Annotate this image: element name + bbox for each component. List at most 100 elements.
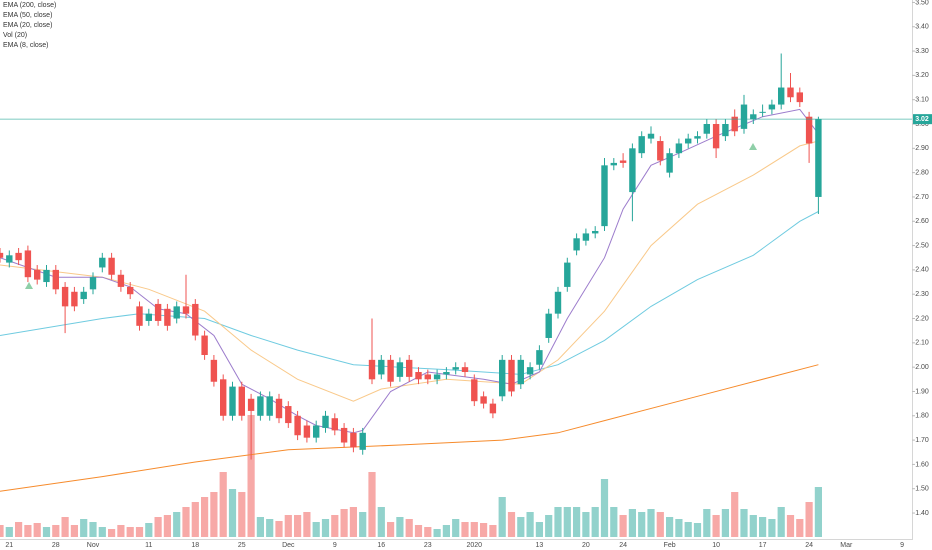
candle-body: [722, 124, 729, 137]
volume-bar: [712, 515, 720, 537]
volume-bar: [331, 515, 339, 537]
candle-body: [154, 303, 162, 321]
candle-body: [220, 379, 227, 416]
y-tick-label: 2.90: [915, 145, 929, 152]
candle-body: [778, 87, 785, 105]
x-tick-label: Feb: [664, 542, 676, 549]
volume-bar: [238, 492, 246, 537]
volume-bar: [340, 509, 348, 537]
volume-bar: [15, 522, 23, 537]
candle-body: [424, 374, 431, 380]
y-tick-label: 2.30: [915, 291, 929, 298]
candle-body: [266, 396, 273, 416]
y-tick-label: 2.50: [915, 242, 929, 249]
signal-marker: [749, 143, 757, 150]
candle-body: [294, 415, 301, 436]
y-tick-label: 1.60: [915, 461, 929, 468]
candle-body: [229, 386, 236, 416]
candle-body: [573, 238, 580, 251]
volume-bar: [563, 507, 571, 537]
volume-bar: [545, 515, 553, 537]
candle-body: [238, 386, 245, 416]
volume-bar: [191, 502, 199, 537]
volume-bar: [377, 507, 385, 537]
candle-body: [406, 359, 413, 377]
candle-body: [480, 396, 487, 404]
volume-bar: [321, 519, 330, 537]
candle-body: [536, 350, 543, 365]
candle-body: [275, 398, 283, 419]
volume-bar: [740, 509, 748, 537]
volume-bar: [647, 509, 655, 537]
volume-bar: [638, 512, 646, 537]
candle-body: [71, 291, 78, 307]
candle-body: [582, 233, 590, 241]
candle-body: [805, 116, 813, 144]
volume-bar: [591, 507, 599, 537]
candle-body: [517, 359, 524, 385]
x-tick-label: Dec: [282, 542, 295, 549]
candle-body: [443, 372, 450, 375]
volume-bar: [256, 517, 264, 537]
volume-bar: [703, 509, 711, 537]
legend-entry: Vol (20): [3, 32, 27, 39]
candle-body: [750, 114, 757, 120]
volume-bar: [312, 522, 320, 537]
volume-bar: [684, 522, 692, 537]
x-tick-label: 24: [805, 542, 813, 549]
candle-body: [601, 165, 608, 227]
ema-line: [0, 108, 819, 434]
volume-bar: [461, 522, 469, 537]
volume-bar: [814, 487, 822, 537]
legend-entry: EMA (8, close): [3, 42, 49, 49]
volume-bar: [284, 515, 292, 537]
volume-bar: [498, 497, 506, 537]
volume-bar: [163, 515, 171, 537]
candle-body: [508, 359, 515, 392]
y-tick-label: 2.40: [915, 267, 929, 274]
volume-bar: [731, 492, 739, 537]
volume-bar: [433, 529, 441, 537]
candle-body: [173, 306, 180, 319]
ema-line: [0, 364, 819, 492]
volume-bar: [126, 527, 134, 537]
volume-bar: [517, 517, 525, 537]
volume-bar: [210, 492, 218, 537]
y-tick-label: 1.80: [915, 413, 929, 420]
candle-body: [619, 160, 627, 163]
candle-body: [350, 432, 357, 448]
volume-bar: [387, 522, 395, 537]
x-tick-label: 24: [619, 542, 627, 549]
candle-body: [145, 313, 152, 321]
y-tick-label: 1.40: [915, 510, 929, 517]
y-tick-label: 3.40: [915, 24, 929, 31]
volume-bar: [80, 519, 88, 537]
volume-bar: [368, 472, 376, 537]
y-tick-label: 2.60: [915, 218, 929, 225]
last-price-badge: [913, 114, 932, 125]
volume-bar: [98, 527, 106, 537]
candle-body: [108, 257, 115, 275]
candle-body: [182, 306, 190, 314]
candle-body: [452, 367, 459, 370]
candle-body: [89, 277, 97, 290]
volume-bar: [182, 507, 190, 537]
x-tick-label: 28: [52, 542, 60, 549]
candle-body: [499, 359, 506, 397]
volume-bar: [396, 517, 404, 537]
volume-bar: [349, 507, 357, 537]
y-tick-label: 2.10: [915, 340, 929, 347]
x-tick-label: 11: [145, 542, 152, 549]
candle-body: [545, 313, 552, 338]
candle-body: [564, 262, 571, 287]
y-tick-label: 3.20: [915, 72, 929, 79]
volume-bar: [489, 525, 497, 537]
volume-bar: [303, 512, 311, 537]
y-tick-label: 1.70: [915, 437, 929, 444]
candle-body: [359, 432, 366, 450]
candle-body: [703, 124, 710, 134]
x-tick-label: 23: [424, 542, 432, 549]
y-tick-label: 2.80: [915, 169, 929, 176]
volume-bar: [721, 509, 729, 537]
